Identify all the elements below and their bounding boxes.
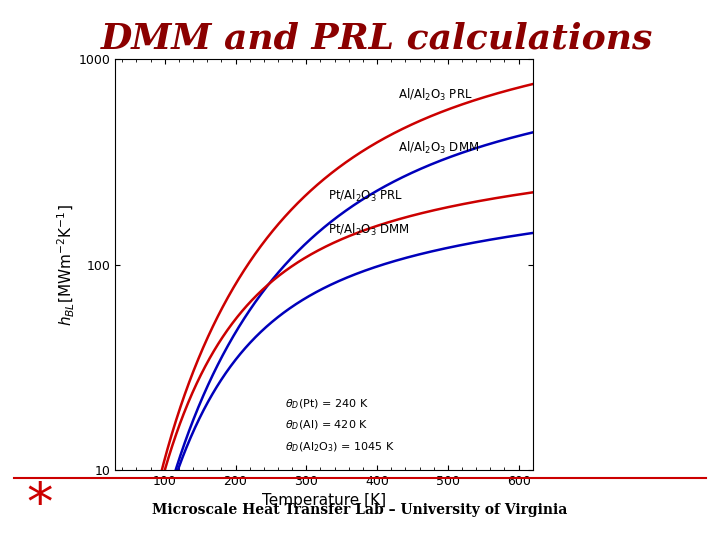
Text: $\theta_D$(Pt) = 240 K
$\theta_D$(Al) = 420 K
$\theta_D$(Al$_2$O$_3$) = 1045 K: $\theta_D$(Pt) = 240 K $\theta_D$(Al) = … [285, 397, 395, 454]
Text: Microscale Heat Transfer Lab – University of Virginia: Microscale Heat Transfer Lab – Universit… [153, 503, 567, 517]
Text: Pt/Al$_2$O$_3$ DMM: Pt/Al$_2$O$_3$ DMM [328, 221, 409, 238]
Y-axis label: $h_{BL}$[MWm$^{-2}$K$^{-1}$]: $h_{BL}$[MWm$^{-2}$K$^{-1}$] [56, 204, 77, 326]
Text: Pt/Al$_2$O$_3$ PRL: Pt/Al$_2$O$_3$ PRL [328, 188, 402, 205]
Text: *: * [27, 479, 53, 531]
X-axis label: Temperature [K]: Temperature [K] [262, 493, 386, 508]
Text: Al/Al$_2$O$_3$ PRL: Al/Al$_2$O$_3$ PRL [398, 87, 473, 103]
Text: DMM and PRL calculations: DMM and PRL calculations [101, 22, 653, 56]
Text: Al/Al$_2$O$_3$ DMM: Al/Al$_2$O$_3$ DMM [398, 140, 480, 156]
